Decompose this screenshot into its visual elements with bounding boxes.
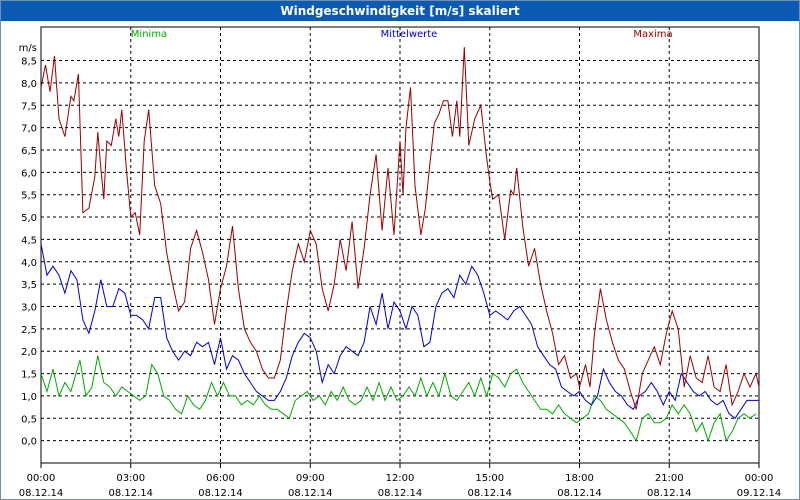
- x-tick-date: 08.12.14: [108, 488, 153, 499]
- x-tick-time: 21:00: [655, 473, 684, 484]
- y-axis-label: m/s: [19, 43, 37, 54]
- y-tick-label: 3,5: [21, 280, 37, 291]
- y-tick-label: 6,5: [21, 146, 37, 157]
- x-tick-time: 03:00: [116, 473, 145, 484]
- x-tick-date: 08.12.14: [198, 488, 243, 499]
- y-tick-label: 5,0: [21, 213, 37, 224]
- x-tick-date: 08.12.14: [378, 488, 423, 499]
- x-tick-date: 08.12.14: [288, 488, 333, 499]
- x-tick-date: 09.12.14: [737, 488, 782, 499]
- y-tick-label: 2,0: [21, 347, 37, 358]
- y-tick-label: 4,0: [21, 258, 37, 269]
- y-tick-label: 7,0: [21, 124, 37, 135]
- series-line-maxima: [40, 47, 760, 410]
- x-tick-date: 08.12.14: [557, 488, 602, 499]
- y-tick-label: 2,5: [21, 325, 37, 336]
- y-tick-label: 1,0: [21, 392, 37, 403]
- y-tick-label: 5,5: [21, 191, 37, 202]
- y-tick-label: 8,0: [21, 79, 37, 90]
- y-tick-label: 8,5: [21, 57, 37, 68]
- y-tick-label: 4,5: [21, 235, 37, 246]
- y-tick-label: 1,5: [21, 370, 37, 381]
- x-tick-time: 12:00: [386, 473, 415, 484]
- x-tick-time: 18:00: [565, 473, 594, 484]
- x-tick-time: 00:00: [27, 473, 56, 484]
- chart-title: Windgeschwindigkeit [m/s] skaliert: [1, 1, 799, 21]
- y-tick-label: 3,0: [21, 302, 37, 313]
- y-tick-label: 0,5: [21, 414, 37, 425]
- legend-maxima: Maxima: [633, 29, 672, 40]
- legend-mittelwerte: Mittelwerte: [381, 29, 438, 40]
- series-line-minima: [40, 355, 757, 443]
- x-tick-time: 09:00: [296, 473, 325, 484]
- x-tick-time: 00:00: [745, 473, 774, 484]
- y-tick-label: 7,5: [21, 101, 37, 112]
- y-tick-label: 6,0: [21, 168, 37, 179]
- y-tick-label: 0,0: [21, 437, 37, 448]
- x-tick-date: 08.12.14: [467, 488, 512, 499]
- x-tick-time: 15:00: [475, 473, 504, 484]
- x-tick-date: 08.12.14: [647, 488, 692, 499]
- series-line-mittelwerte: [40, 243, 759, 420]
- x-tick-time: 06:00: [206, 473, 235, 484]
- x-tick-date: 08.12.14: [19, 488, 64, 499]
- legend-minima: Minima: [131, 29, 167, 40]
